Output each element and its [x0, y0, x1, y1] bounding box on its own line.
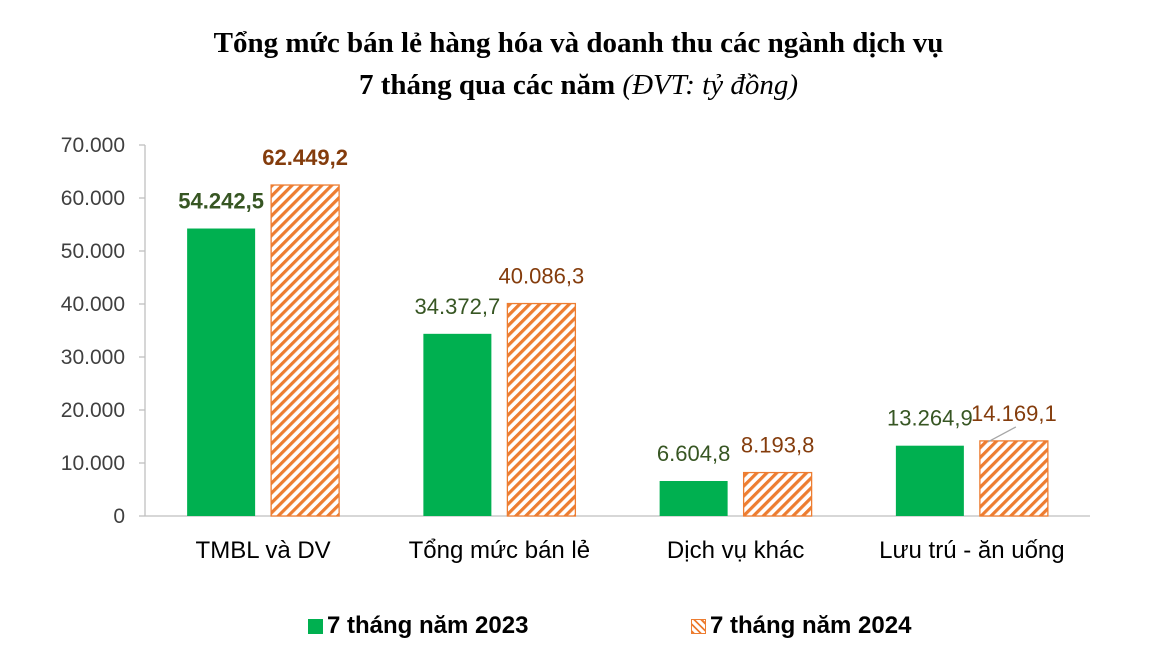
- legend-swatch-2023: [308, 618, 323, 634]
- chart-subtitle: 7 tháng qua các năm (ĐVT: tỷ đồng): [0, 69, 1157, 102]
- x-category-label: TMBL và DV: [196, 537, 331, 564]
- bar-2024: [506, 302, 577, 517]
- x-category-label: Tổng mức bán lẻ: [409, 537, 591, 564]
- data-label-2024: 62.449,2: [262, 145, 348, 170]
- data-label-2023: 6.604,8: [657, 441, 730, 466]
- data-label-2023: 34.372,7: [415, 294, 501, 319]
- bar-2023: [187, 228, 256, 516]
- y-tick-label: 60.000: [61, 187, 125, 210]
- chart-subtitle-period: 7 tháng qua các năm: [358, 69, 616, 101]
- legend-item-2024: 7 tháng năm 2024: [691, 612, 911, 640]
- bar-2024: [979, 440, 1049, 517]
- y-tick-label: 10.000: [61, 452, 125, 475]
- chart-unit: (ĐVT: tỷ đồng): [622, 69, 799, 101]
- chart-title: Tổng mức bán lẻ hàng hóa và doanh thu cá…: [213, 27, 944, 59]
- bar-2024: [270, 184, 340, 517]
- y-tick-label: 20.000: [61, 399, 125, 422]
- bar-2023: [659, 480, 728, 516]
- legend-label-2024: 7 tháng năm 2024: [710, 612, 912, 639]
- y-tick-label: 50.000: [61, 240, 125, 263]
- data-label-2023: 54.242,5: [178, 189, 264, 214]
- data-label-2023: 13.264,9: [887, 406, 973, 431]
- x-category-label: Dịch vụ khác: [667, 537, 804, 564]
- legend-label-2023: 7 tháng năm 2023: [327, 612, 529, 639]
- bar-2023: [895, 445, 964, 516]
- data-label-2024: 14.169,1: [971, 401, 1057, 426]
- label-leader-line: [987, 426, 1017, 443]
- y-tick-label: 70.000: [61, 134, 125, 157]
- legend-swatch-2024: [691, 618, 706, 634]
- data-label-2024: 8.193,8: [741, 433, 814, 458]
- y-tick-label: 30.000: [61, 346, 125, 369]
- y-tick-label: 40.000: [61, 293, 125, 316]
- x-category-label: Lưu trú - ăn uống: [879, 537, 1065, 564]
- y-tick-label: 0: [113, 505, 125, 528]
- bar-2023: [423, 333, 492, 516]
- bar-2024: [742, 471, 813, 517]
- legend-item-2023: 7 tháng năm 2023: [308, 612, 528, 640]
- data-label-2024: 40.086,3: [499, 264, 585, 289]
